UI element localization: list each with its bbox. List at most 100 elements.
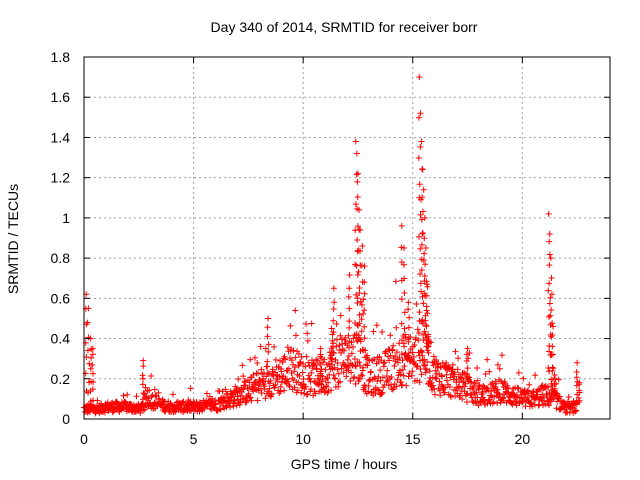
data-point	[424, 310, 431, 317]
data-point	[459, 396, 466, 403]
data-point	[303, 353, 310, 360]
data-point	[152, 392, 159, 399]
data-point	[545, 210, 552, 217]
data-point	[576, 397, 583, 404]
data-point	[421, 273, 428, 280]
data-point	[417, 211, 424, 218]
data-point	[287, 322, 294, 329]
y-tick-label: 0.2	[51, 371, 71, 387]
data-point	[377, 367, 384, 374]
data-point	[346, 271, 353, 278]
data-point	[486, 368, 493, 375]
data-point	[422, 317, 429, 324]
y-tick-label: 1	[62, 210, 70, 226]
data-point	[428, 379, 435, 386]
data-point	[565, 393, 572, 400]
data-point	[377, 377, 384, 384]
data-point	[362, 354, 369, 361]
data-point	[400, 245, 407, 252]
data-point	[409, 368, 416, 375]
data-point	[418, 371, 425, 378]
data-point	[405, 338, 412, 345]
data-point	[247, 394, 254, 401]
data-point	[235, 376, 242, 383]
data-point	[398, 350, 405, 357]
data-point	[90, 379, 97, 386]
y-tick-label: 1.2	[51, 170, 71, 186]
data-point	[528, 400, 535, 407]
data-point	[489, 379, 496, 386]
x-tick-label: 20	[515, 431, 531, 447]
data-point	[432, 374, 439, 381]
data-point	[573, 368, 580, 375]
data-point	[321, 356, 328, 363]
data-point	[239, 362, 246, 369]
data-point	[399, 366, 406, 373]
data-point	[316, 376, 323, 383]
data-point	[322, 375, 329, 382]
data-point	[547, 312, 554, 319]
data-point	[333, 343, 340, 350]
data-point	[295, 379, 302, 386]
data-point	[242, 399, 249, 406]
data-point	[330, 340, 337, 347]
data-point	[392, 353, 399, 360]
data-point	[391, 363, 398, 370]
data-point	[422, 369, 429, 376]
data-point	[327, 352, 334, 359]
data-point	[354, 271, 361, 278]
data-point	[353, 171, 360, 178]
data-point	[388, 381, 395, 388]
data-point	[265, 341, 272, 348]
data-point	[307, 386, 314, 393]
data-point	[354, 178, 361, 185]
data-point	[302, 363, 309, 370]
data-point	[426, 368, 433, 375]
data-point	[474, 377, 481, 384]
data-point	[422, 245, 429, 252]
data-point	[265, 370, 272, 377]
data-point	[356, 248, 363, 255]
data-point	[358, 328, 365, 335]
data-point	[254, 359, 261, 366]
data-point	[430, 362, 437, 369]
data-point	[397, 371, 404, 378]
data-point	[229, 391, 236, 398]
data-point	[496, 391, 503, 398]
data-point	[315, 375, 322, 382]
data-point	[348, 350, 355, 357]
data-point	[140, 390, 147, 397]
data-point	[303, 391, 310, 398]
data-point	[252, 354, 259, 361]
data-point	[512, 393, 519, 400]
data-point	[240, 373, 247, 380]
data-point	[395, 359, 402, 366]
data-point	[435, 360, 442, 367]
data-point	[350, 343, 357, 350]
data-point	[466, 349, 473, 356]
data-point	[431, 391, 438, 398]
data-point	[405, 299, 412, 306]
data-point	[297, 359, 304, 366]
data-point	[494, 400, 501, 407]
y-axis-label: SRMTID / TECUs	[5, 184, 21, 294]
data-point	[329, 356, 336, 363]
data-point	[353, 291, 360, 298]
data-point	[354, 236, 361, 243]
data-point	[417, 270, 424, 277]
data-point	[146, 387, 153, 394]
data-point	[417, 144, 424, 151]
data-point	[341, 347, 348, 354]
data-point	[415, 330, 422, 337]
data-point	[140, 357, 147, 364]
data-point	[379, 374, 386, 381]
data-point	[464, 390, 471, 397]
data-point	[557, 397, 564, 404]
data-point	[307, 378, 314, 385]
data-point	[431, 386, 438, 393]
data-point	[349, 362, 356, 369]
data-point	[455, 355, 462, 362]
data-point	[288, 357, 295, 364]
data-point	[575, 399, 582, 406]
data-point	[546, 238, 553, 245]
